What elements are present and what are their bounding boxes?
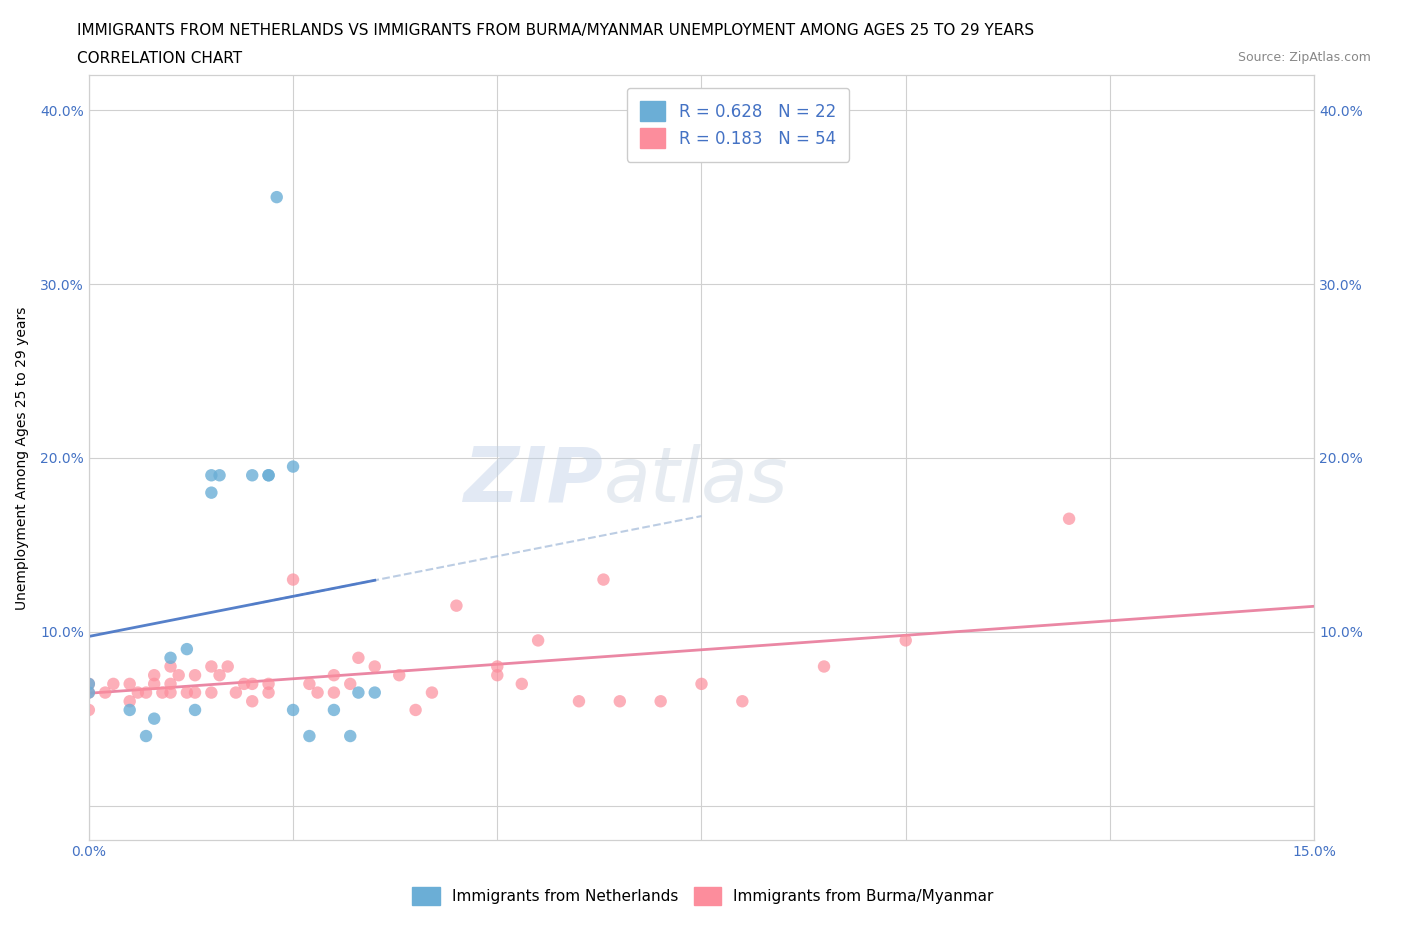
Point bbox=[307, 685, 329, 700]
Point bbox=[208, 468, 231, 483]
Point bbox=[690, 676, 713, 691]
Point bbox=[184, 685, 207, 700]
Point bbox=[257, 468, 280, 483]
Point bbox=[200, 685, 222, 700]
Point bbox=[298, 728, 321, 743]
Y-axis label: Unemployment Among Ages 25 to 29 years: Unemployment Among Ages 25 to 29 years bbox=[15, 306, 30, 609]
Point bbox=[127, 685, 149, 700]
Text: IMMIGRANTS FROM NETHERLANDS VS IMMIGRANTS FROM BURMA/MYANMAR UNEMPLOYMENT AMONG : IMMIGRANTS FROM NETHERLANDS VS IMMIGRANT… bbox=[77, 23, 1035, 38]
Point bbox=[143, 711, 166, 726]
Text: atlas: atlas bbox=[603, 444, 787, 518]
Point bbox=[176, 685, 198, 700]
Point bbox=[486, 659, 509, 674]
Text: ZIP: ZIP bbox=[464, 444, 603, 518]
Text: CORRELATION CHART: CORRELATION CHART bbox=[77, 51, 242, 66]
Point bbox=[77, 676, 100, 691]
Point bbox=[233, 676, 256, 691]
Point bbox=[281, 572, 304, 587]
Point bbox=[240, 468, 263, 483]
Point bbox=[208, 668, 231, 683]
Text: Source: ZipAtlas.com: Source: ZipAtlas.com bbox=[1237, 51, 1371, 64]
Point bbox=[731, 694, 754, 709]
Point bbox=[257, 685, 280, 700]
Point bbox=[568, 694, 591, 709]
Point bbox=[266, 190, 288, 205]
Point bbox=[364, 659, 387, 674]
Point bbox=[339, 728, 361, 743]
Point bbox=[150, 685, 173, 700]
Point bbox=[388, 668, 411, 683]
Point bbox=[103, 676, 125, 691]
Point bbox=[894, 633, 917, 648]
Point bbox=[184, 702, 207, 717]
Point bbox=[347, 685, 370, 700]
Point bbox=[118, 702, 141, 717]
Point bbox=[322, 668, 344, 683]
Point bbox=[420, 685, 443, 700]
Point bbox=[446, 598, 468, 613]
Point bbox=[176, 642, 198, 657]
Point bbox=[217, 659, 239, 674]
Point bbox=[135, 685, 157, 700]
Point bbox=[225, 685, 247, 700]
Point bbox=[94, 685, 117, 700]
Point bbox=[200, 659, 222, 674]
Legend: Immigrants from Netherlands, Immigrants from Burma/Myanmar: Immigrants from Netherlands, Immigrants … bbox=[405, 879, 1001, 913]
Point bbox=[184, 668, 207, 683]
Point bbox=[200, 485, 222, 500]
Point bbox=[592, 572, 614, 587]
Point bbox=[1057, 512, 1080, 526]
Point bbox=[347, 650, 370, 665]
Point bbox=[159, 650, 181, 665]
Point bbox=[143, 676, 166, 691]
Point bbox=[257, 468, 280, 483]
Point bbox=[364, 685, 387, 700]
Point bbox=[167, 668, 190, 683]
Point bbox=[135, 728, 157, 743]
Point bbox=[77, 702, 100, 717]
Point bbox=[609, 694, 631, 709]
Point bbox=[281, 459, 304, 474]
Point bbox=[298, 676, 321, 691]
Point bbox=[527, 633, 550, 648]
Point bbox=[77, 676, 100, 691]
Point bbox=[257, 676, 280, 691]
Point bbox=[405, 702, 427, 717]
Point bbox=[143, 668, 166, 683]
Legend: R = 0.628   N = 22, R = 0.183   N = 54: R = 0.628 N = 22, R = 0.183 N = 54 bbox=[627, 87, 849, 162]
Point bbox=[77, 685, 100, 700]
Point bbox=[322, 702, 344, 717]
Point bbox=[159, 685, 181, 700]
Point bbox=[159, 659, 181, 674]
Point bbox=[240, 676, 263, 691]
Point bbox=[118, 694, 141, 709]
Point bbox=[281, 702, 304, 717]
Point bbox=[240, 694, 263, 709]
Point bbox=[118, 676, 141, 691]
Point bbox=[510, 676, 533, 691]
Point bbox=[200, 468, 222, 483]
Point bbox=[159, 676, 181, 691]
Point bbox=[813, 659, 835, 674]
Point bbox=[322, 685, 344, 700]
Point bbox=[486, 668, 509, 683]
Point bbox=[339, 676, 361, 691]
Point bbox=[650, 694, 672, 709]
Point bbox=[77, 685, 100, 700]
